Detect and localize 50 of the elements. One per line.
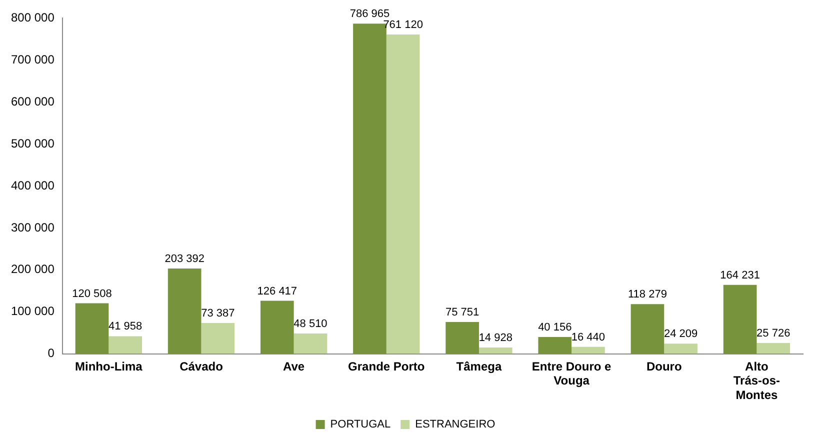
- data-label: 75 751: [445, 306, 480, 319]
- bar: [108, 336, 142, 354]
- y-tick-label: 500 000: [10, 136, 55, 150]
- x-tick-label: Douro: [646, 359, 682, 374]
- bar: [294, 333, 328, 354]
- data-label: 126 417: [257, 285, 298, 298]
- data-label: 164 231: [720, 269, 760, 282]
- legend-label: PORTUGAL: [330, 418, 391, 431]
- bar: [538, 336, 572, 354]
- data-label: 118 279: [628, 288, 667, 301]
- bar: [478, 348, 512, 354]
- x-tick-label: Entre Douro e Vouga: [532, 359, 612, 388]
- y-tick-label: 800 000: [10, 10, 55, 25]
- bar: [75, 303, 109, 354]
- data-label: 16 440: [571, 331, 606, 344]
- legend-label: ESTRANGEIRO: [415, 418, 496, 431]
- data-label: 203 392: [164, 253, 204, 266]
- bar: [386, 34, 420, 354]
- data-label: 25 726: [756, 328, 790, 340]
- y-tick-label: 700 000: [10, 52, 55, 66]
- x-tick-label: Cávado: [180, 359, 223, 374]
- data-label: 73 387: [201, 308, 235, 320]
- bar: [572, 346, 605, 354]
- bar: [201, 323, 235, 354]
- data-label: 41 958: [108, 320, 142, 333]
- y-tick-label: 400 000: [10, 178, 55, 192]
- data-label: 24 209: [664, 328, 698, 340]
- data-label: 120 508: [72, 288, 112, 300]
- x-tick-label: Minho-Lima: [75, 359, 143, 374]
- x-tick-label: Ave: [283, 359, 305, 374]
- x-tick-label: Tâmega: [456, 359, 502, 374]
- x-tick-label: Grande Porto: [348, 359, 425, 374]
- bar: [168, 268, 202, 354]
- y-tick-label: 100 000: [10, 304, 55, 318]
- y-tick-label: 0: [48, 346, 55, 360]
- data-label: 48 510: [294, 318, 328, 330]
- data-label: 40 156: [538, 321, 572, 334]
- bar: [723, 284, 757, 354]
- x-tick-label: Alto Trás-os-Montes: [733, 359, 780, 402]
- bar: [260, 300, 294, 354]
- bar: [446, 322, 479, 354]
- data-label: 761 120: [383, 19, 423, 32]
- bar: [630, 304, 664, 354]
- bar: [756, 343, 790, 354]
- data-label: 786 965: [350, 8, 390, 20]
- data-label: 14 928: [478, 332, 512, 344]
- bar: [664, 344, 698, 354]
- y-tick-label: 300 000: [10, 220, 55, 234]
- y-tick-label: 200 000: [10, 262, 55, 276]
- y-tick-label: 600 000: [10, 94, 55, 108]
